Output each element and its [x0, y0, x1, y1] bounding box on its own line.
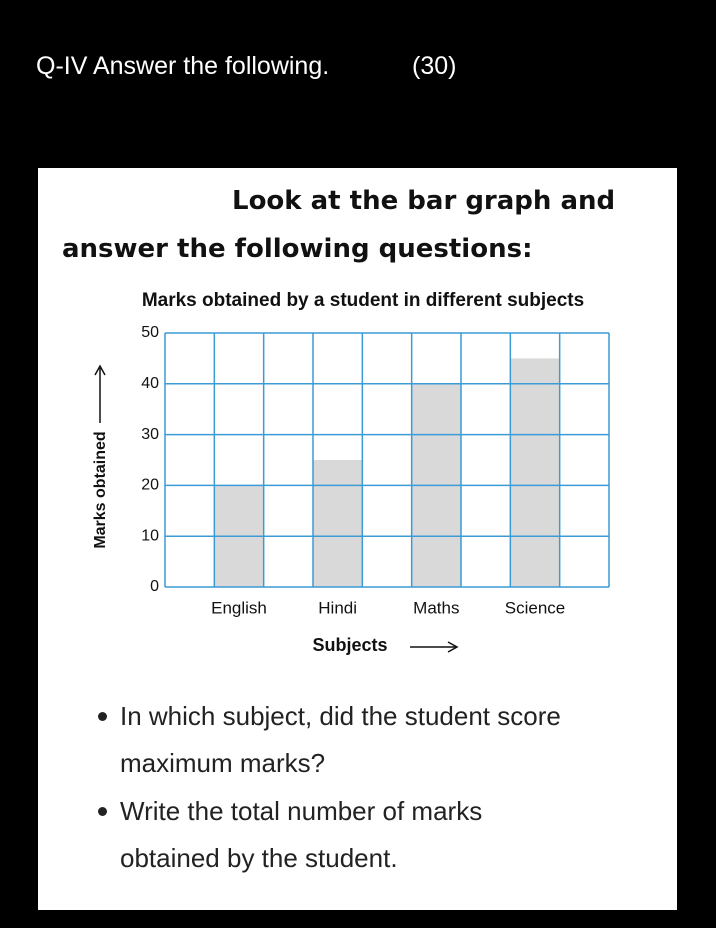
chart: Marks obtained by a student in different… — [92, 290, 610, 655]
x-axis-label: Subjects — [312, 635, 387, 655]
header-title: Q-IV Answer the following. — [36, 52, 330, 80]
question-line: In which subject, did the student score — [120, 701, 561, 731]
bar — [510, 358, 560, 587]
x-tick-label: Maths — [413, 598, 459, 617]
y-tick-label: 40 — [141, 375, 159, 392]
y-tick-label: 0 — [150, 578, 159, 595]
y-arrow — [94, 364, 106, 423]
y-axis-label: Marks obtained — [92, 431, 109, 548]
x-tick-label: English — [211, 598, 267, 617]
header-marks: (30) — [412, 52, 457, 80]
instruction: answer the following questions: — [62, 234, 533, 264]
instruction: Look at the bar graph and — [232, 186, 616, 216]
bar — [313, 460, 363, 587]
y-tick-label: 10 — [141, 527, 159, 544]
question-line: maximum marks? — [120, 748, 326, 778]
x-tick-label: Science — [505, 598, 565, 617]
y-tick-label: 30 — [141, 426, 159, 443]
question-line: Write the total number of marks — [120, 796, 483, 826]
x-tick-label: Hindi — [318, 598, 357, 617]
question-line: obtained by the student. — [120, 843, 398, 873]
chart-title: Marks obtained by a student in different… — [142, 290, 584, 311]
y-tick-label: 50 — [141, 324, 159, 341]
question: In which subject, did the student score m… — [98, 693, 561, 787]
x-arrow — [410, 641, 459, 653]
y-tick-label: 20 — [141, 477, 159, 494]
question: Write the total number of marks obtained … — [97, 788, 483, 882]
question-panel: Look at the bar graph and answer the fol… — [38, 168, 677, 910]
